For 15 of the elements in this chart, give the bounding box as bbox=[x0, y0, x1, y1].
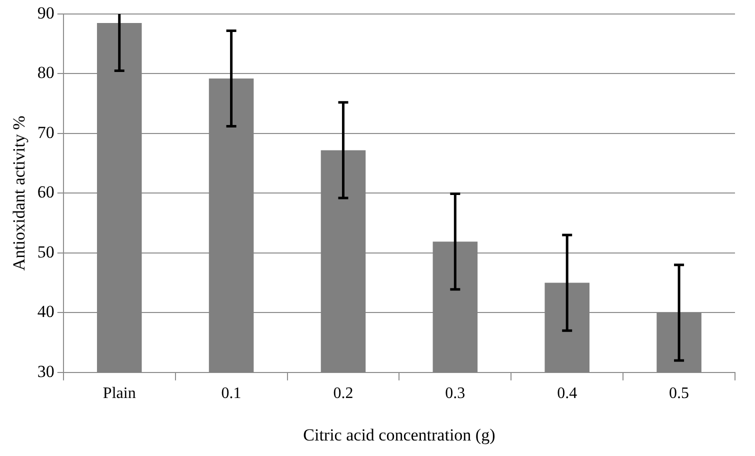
y-tick-label: 40 bbox=[37, 302, 54, 322]
y-axis-title: Antioxidant activity % bbox=[10, 116, 29, 271]
y-tick-label: 80 bbox=[37, 63, 54, 82]
y-tick-label: 70 bbox=[37, 122, 54, 142]
x-tick-label: 0.1 bbox=[221, 385, 242, 402]
x-tick-label: 0.3 bbox=[445, 385, 466, 402]
y-tick-label: 60 bbox=[37, 182, 54, 202]
x-tick-label: Plain bbox=[102, 385, 136, 402]
y-tick-label: 30 bbox=[37, 362, 54, 381]
x-tick-label: 0.4 bbox=[557, 385, 578, 402]
y-tick-label: 50 bbox=[37, 242, 54, 262]
x-axis-title: Citric acid concentration (g) bbox=[303, 425, 496, 444]
x-tick-label: 0.2 bbox=[333, 385, 354, 402]
x-tick-label: 0.5 bbox=[669, 385, 690, 402]
y-tick-label: 90 bbox=[37, 3, 54, 22]
